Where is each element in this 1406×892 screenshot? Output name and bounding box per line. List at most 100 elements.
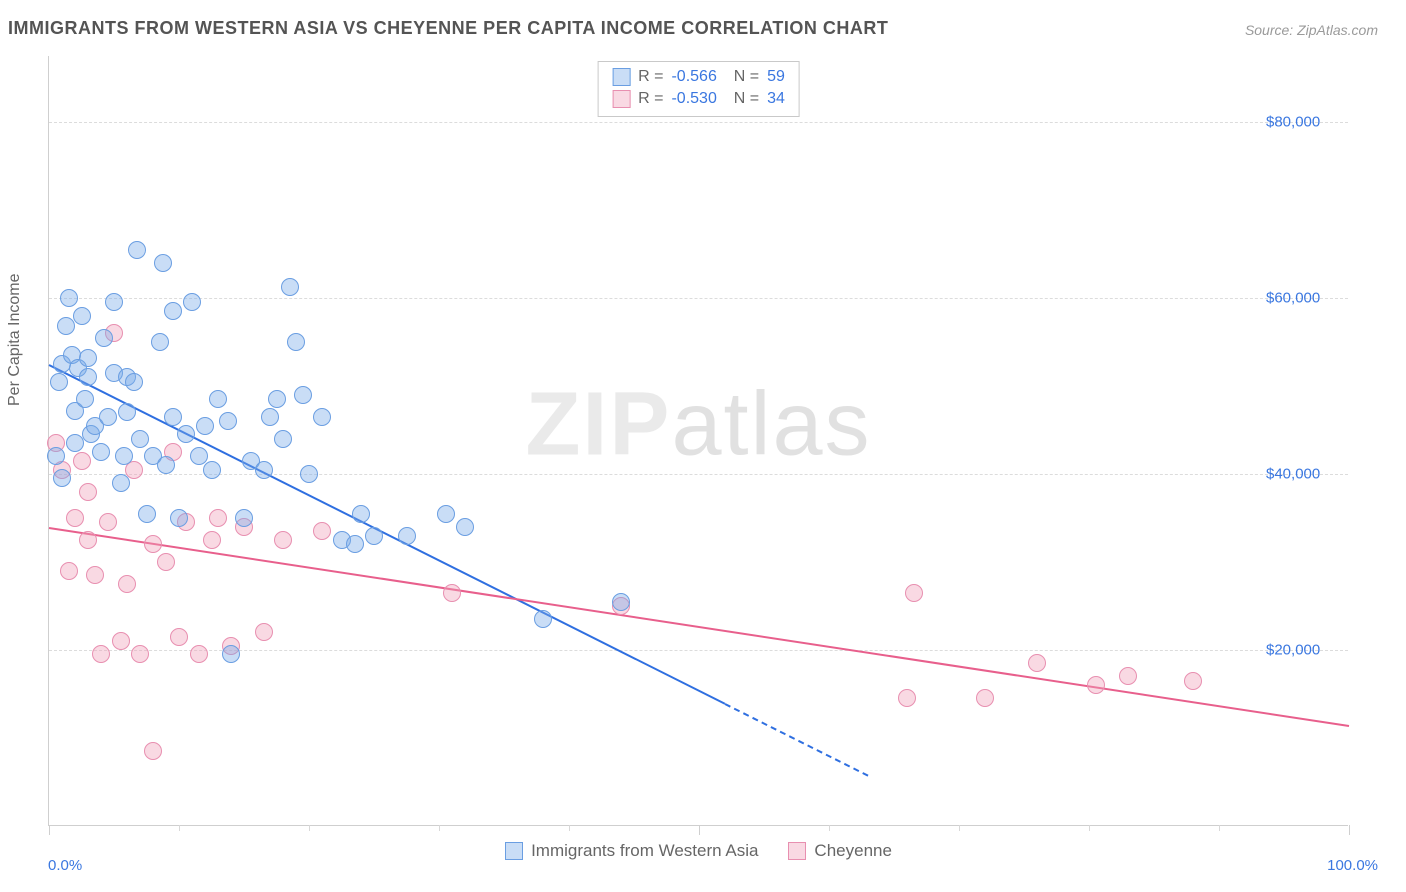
- stats-legend-box: R = -0.566 N = 59 R = -0.530 N = 34: [597, 61, 800, 117]
- data-point: [131, 430, 149, 448]
- data-point: [255, 461, 273, 479]
- x-tick-minor: [1219, 825, 1220, 831]
- x-tick-label-max: 100.0%: [1327, 857, 1378, 874]
- data-point: [294, 386, 312, 404]
- data-point: [281, 278, 299, 296]
- legend-item: Cheyenne: [788, 841, 892, 861]
- y-tick-label: $40,000: [1266, 466, 1336, 483]
- data-point: [99, 408, 117, 426]
- data-point: [443, 584, 461, 602]
- data-point: [398, 527, 416, 545]
- data-point: [346, 535, 364, 553]
- x-tick-label-min: 0.0%: [48, 857, 82, 874]
- chart-title: IMMIGRANTS FROM WESTERN ASIA VS CHEYENNE…: [8, 18, 888, 39]
- bottom-legend: Immigrants from Western Asia Cheyenne: [49, 841, 1348, 861]
- data-point: [274, 430, 292, 448]
- data-point: [196, 417, 214, 435]
- data-point: [898, 689, 916, 707]
- x-tick-minor: [959, 825, 960, 831]
- legend-swatch: [505, 842, 523, 860]
- data-point: [365, 527, 383, 545]
- watermark-bold: ZIP: [525, 375, 671, 475]
- x-tick-major: [699, 825, 700, 835]
- chart-container: IMMIGRANTS FROM WESTERN ASIA VS CHEYENNE…: [0, 0, 1406, 892]
- data-point: [66, 509, 84, 527]
- data-point: [1087, 676, 1105, 694]
- data-point: [1184, 672, 1202, 690]
- data-point: [534, 610, 552, 628]
- data-point: [138, 505, 156, 523]
- data-point: [112, 474, 130, 492]
- data-point: [47, 447, 65, 465]
- data-point: [170, 628, 188, 646]
- data-point: [170, 509, 188, 527]
- stat-n-value: 34: [767, 88, 785, 110]
- data-point: [118, 575, 136, 593]
- data-point: [274, 531, 292, 549]
- data-point: [313, 408, 331, 426]
- data-point: [222, 645, 240, 663]
- data-point: [125, 373, 143, 391]
- legend-swatch: [612, 68, 630, 86]
- data-point: [118, 403, 136, 421]
- legend-label: Cheyenne: [814, 841, 892, 861]
- data-point: [151, 333, 169, 351]
- data-point: [905, 584, 923, 602]
- data-point: [209, 509, 227, 527]
- data-point: [79, 368, 97, 386]
- stat-r-label: R =: [638, 66, 663, 88]
- data-point: [79, 483, 97, 501]
- data-point: [235, 509, 253, 527]
- x-tick-minor: [569, 825, 570, 831]
- data-point: [203, 461, 221, 479]
- data-point: [976, 689, 994, 707]
- data-point: [437, 505, 455, 523]
- stat-r-value: -0.530: [671, 88, 716, 110]
- data-point: [268, 390, 286, 408]
- stat-r-label: R =: [638, 88, 663, 110]
- stat-n-label: N =: [725, 88, 759, 110]
- watermark-thin: atlas: [671, 375, 871, 475]
- x-tick-minor: [829, 825, 830, 831]
- data-point: [50, 373, 68, 391]
- data-point: [255, 623, 273, 641]
- data-point: [128, 241, 146, 259]
- data-point: [1028, 654, 1046, 672]
- data-point: [86, 566, 104, 584]
- x-tick-major: [49, 825, 50, 835]
- data-point: [76, 390, 94, 408]
- data-point: [219, 412, 237, 430]
- data-point: [144, 535, 162, 553]
- data-point: [300, 465, 318, 483]
- legend-label: Immigrants from Western Asia: [531, 841, 758, 861]
- gridline-h: [49, 122, 1348, 123]
- watermark: ZIPatlas: [525, 374, 871, 477]
- x-tick-minor: [439, 825, 440, 831]
- data-point: [612, 593, 630, 611]
- data-point: [154, 254, 172, 272]
- y-tick-label: $80,000: [1266, 114, 1336, 131]
- x-tick-minor: [309, 825, 310, 831]
- data-point: [92, 443, 110, 461]
- data-point: [131, 645, 149, 663]
- stat-n-value: 59: [767, 66, 785, 88]
- data-point: [95, 329, 113, 347]
- trend-line: [49, 527, 1349, 727]
- data-point: [53, 469, 71, 487]
- gridline-h: [49, 650, 1348, 651]
- data-point: [190, 645, 208, 663]
- y-tick-label: $20,000: [1266, 642, 1336, 659]
- data-point: [79, 349, 97, 367]
- data-point: [456, 518, 474, 536]
- y-axis-label: Per Capita Income: [6, 273, 24, 406]
- data-point: [177, 425, 195, 443]
- trend-line-dashed: [725, 703, 869, 776]
- source-label: Source: ZipAtlas.com: [1245, 22, 1378, 38]
- data-point: [183, 293, 201, 311]
- data-point: [73, 452, 91, 470]
- stat-n-label: N =: [725, 66, 759, 88]
- plot-area: ZIPatlas R = -0.566 N = 59 R = -0.530 N =…: [48, 56, 1348, 826]
- data-point: [164, 302, 182, 320]
- stat-r-value: -0.566: [671, 66, 716, 88]
- data-point: [57, 317, 75, 335]
